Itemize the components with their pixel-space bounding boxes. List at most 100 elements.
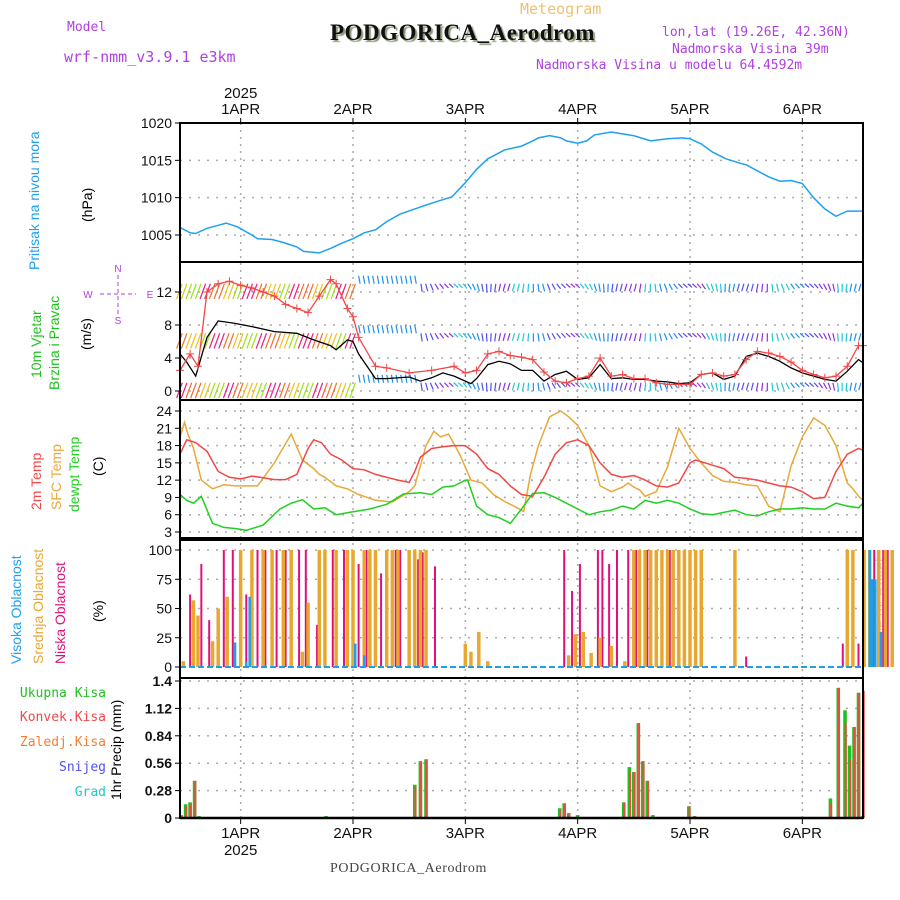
gust-marker bbox=[225, 277, 234, 286]
wind-arrow bbox=[344, 333, 352, 349]
wind-arrow bbox=[467, 283, 472, 290]
y-tick-label: 1005 bbox=[141, 227, 172, 243]
y-tick-label: 4 bbox=[164, 350, 172, 366]
cloud-bar bbox=[264, 550, 267, 667]
cloud-bar bbox=[682, 550, 687, 667]
wind-arrow bbox=[705, 332, 711, 340]
wind-arrow bbox=[818, 332, 824, 339]
wind-arrow bbox=[307, 382, 314, 399]
wind-arrow bbox=[390, 275, 394, 284]
wind-arrow bbox=[400, 374, 403, 383]
wind-arrow bbox=[628, 382, 633, 391]
wind-arrow bbox=[602, 283, 605, 293]
gust-marker bbox=[843, 362, 852, 371]
wind-arrow bbox=[358, 374, 361, 383]
precip-bar bbox=[853, 726, 856, 818]
wind-arrow bbox=[560, 382, 566, 388]
precip-bar bbox=[559, 810, 562, 818]
cloud-bar bbox=[434, 566, 437, 667]
cloud-bar bbox=[883, 550, 888, 667]
cloud-bar bbox=[693, 550, 698, 667]
gust-marker bbox=[641, 374, 650, 383]
cloud-bar bbox=[345, 550, 350, 667]
y-tick-label: 100 bbox=[149, 542, 173, 558]
cloud-bar bbox=[407, 550, 411, 667]
cloud-bar bbox=[635, 550, 638, 667]
wind-arrow bbox=[799, 283, 805, 289]
wind-arrow bbox=[832, 283, 836, 292]
wind-arrow bbox=[448, 382, 454, 387]
wind-arrow bbox=[185, 283, 193, 300]
panel-frame bbox=[179, 261, 864, 401]
cloud-bar bbox=[181, 661, 186, 667]
wind-arrow bbox=[546, 283, 551, 291]
wind-arrow bbox=[677, 332, 683, 338]
cloud-bar bbox=[343, 550, 346, 667]
wind-arrow bbox=[381, 325, 385, 334]
wind-arrow bbox=[476, 283, 480, 292]
cloud-bar bbox=[196, 615, 200, 667]
wind-arrow bbox=[376, 325, 380, 334]
wind-arrow bbox=[362, 275, 366, 284]
top-day-label: 6APR bbox=[783, 101, 822, 118]
wind-arrow bbox=[194, 333, 202, 349]
wind-arrow bbox=[218, 382, 225, 399]
gust-marker bbox=[775, 352, 784, 361]
wind-arrow bbox=[624, 283, 628, 292]
wind-arrow bbox=[330, 382, 338, 399]
cloud-bar bbox=[643, 550, 647, 667]
wind-arrow bbox=[516, 382, 520, 391]
wind-arrow bbox=[741, 333, 745, 341]
wind-arrow bbox=[180, 283, 188, 300]
gust-marker bbox=[343, 304, 352, 313]
cloud-bar bbox=[688, 550, 692, 667]
precip-bar bbox=[688, 806, 691, 818]
legend-snijeg: Snijeg bbox=[59, 760, 106, 775]
wind-arrow bbox=[556, 382, 562, 389]
wind-arrow bbox=[701, 382, 706, 389]
gust-marker bbox=[719, 372, 728, 381]
wind-arrow bbox=[425, 283, 429, 292]
gust-marker bbox=[820, 373, 829, 382]
wind-arrow bbox=[269, 333, 277, 349]
wind-arrow bbox=[705, 283, 711, 291]
wind-arrow bbox=[560, 283, 566, 289]
wind-arrow bbox=[283, 283, 291, 300]
gust-marker bbox=[697, 370, 706, 379]
wind-arrow bbox=[799, 332, 805, 338]
wind-arrow bbox=[457, 283, 464, 289]
cloud-bar bbox=[362, 550, 366, 667]
wind-arrow bbox=[498, 333, 502, 342]
wind-arrow bbox=[236, 382, 244, 399]
wind-arrow bbox=[575, 283, 581, 289]
wind-arrow bbox=[204, 333, 211, 349]
station-title: PODGORICA_Aerodrom bbox=[330, 20, 595, 45]
wind-arrow bbox=[836, 283, 839, 293]
cloud-bar bbox=[417, 559, 420, 667]
wind-arrow bbox=[663, 333, 668, 341]
cloud-bar bbox=[477, 631, 481, 667]
cloud-bar bbox=[581, 631, 586, 667]
wind-arrow bbox=[551, 382, 556, 389]
wind-arrow bbox=[619, 333, 623, 341]
wind-arrow bbox=[288, 283, 296, 300]
wind-arrow bbox=[638, 382, 642, 391]
wind-arrow bbox=[755, 382, 759, 391]
wind-arrow bbox=[325, 283, 333, 300]
wind-arrow bbox=[659, 333, 663, 342]
pressure-line bbox=[179, 131, 863, 254]
wind-arrow bbox=[822, 332, 828, 340]
gust-marker bbox=[674, 380, 683, 389]
wind-arrow bbox=[710, 382, 715, 391]
wind-arrow bbox=[804, 283, 810, 288]
y-tick-label: 25 bbox=[156, 630, 172, 646]
precip-bar bbox=[830, 803, 833, 818]
wind-arrow bbox=[611, 382, 614, 392]
cloud-bar bbox=[573, 634, 578, 667]
gust-marker bbox=[742, 355, 751, 364]
wind-arrow bbox=[575, 382, 581, 388]
wind-arrow bbox=[715, 333, 719, 342]
wind-arrow bbox=[246, 382, 254, 399]
wind-arrow bbox=[521, 382, 525, 391]
cloud-bar bbox=[300, 651, 305, 667]
